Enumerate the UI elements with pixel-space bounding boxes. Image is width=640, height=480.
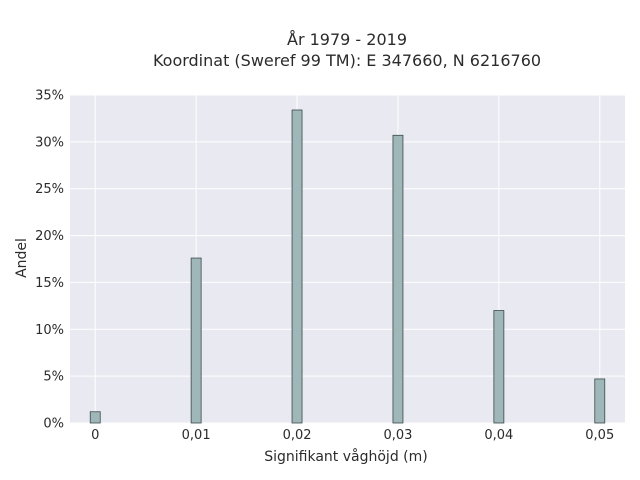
- bar: [493, 310, 505, 424]
- y-tick-label: 30%: [35, 135, 64, 150]
- bar: [89, 411, 101, 424]
- y-axis-label: Andel: [14, 238, 30, 278]
- bar: [392, 134, 404, 424]
- x-tick-label: 0,05: [585, 428, 614, 443]
- y-tick-label: 10%: [35, 323, 64, 338]
- bar: [594, 378, 606, 424]
- x-tick-label: 0,03: [383, 428, 412, 443]
- y-tick-label: 20%: [35, 229, 64, 244]
- y-tick-label: 15%: [35, 276, 64, 291]
- x-tick-label: 0: [91, 428, 99, 443]
- x-axis-label: Signifikant våghöjd (m): [264, 448, 427, 465]
- chart-title: År 1979 - 2019: [287, 30, 407, 49]
- x-axis-ticks: 0 0,01 0,02 0,03 0,04 0,05: [91, 428, 614, 443]
- x-tick-label: 0,02: [283, 428, 312, 443]
- y-axis-ticks: 0% 5% 10% 15% 20% 25% 30% 35%: [35, 89, 64, 432]
- bar: [291, 109, 303, 424]
- bar: [190, 257, 202, 424]
- x-tick-label: 0,01: [182, 428, 211, 443]
- plot-area: [70, 95, 625, 423]
- y-tick-label: 5%: [43, 370, 64, 385]
- y-tick-label: 25%: [35, 182, 64, 197]
- bars: [89, 109, 606, 424]
- x-tick-label: 0,04: [484, 428, 513, 443]
- chart-subtitle: Koordinat (Sweref 99 TM): E 347660, N 62…: [153, 51, 541, 70]
- y-tick-label: 0%: [43, 417, 64, 432]
- y-tick-label: 35%: [35, 89, 64, 104]
